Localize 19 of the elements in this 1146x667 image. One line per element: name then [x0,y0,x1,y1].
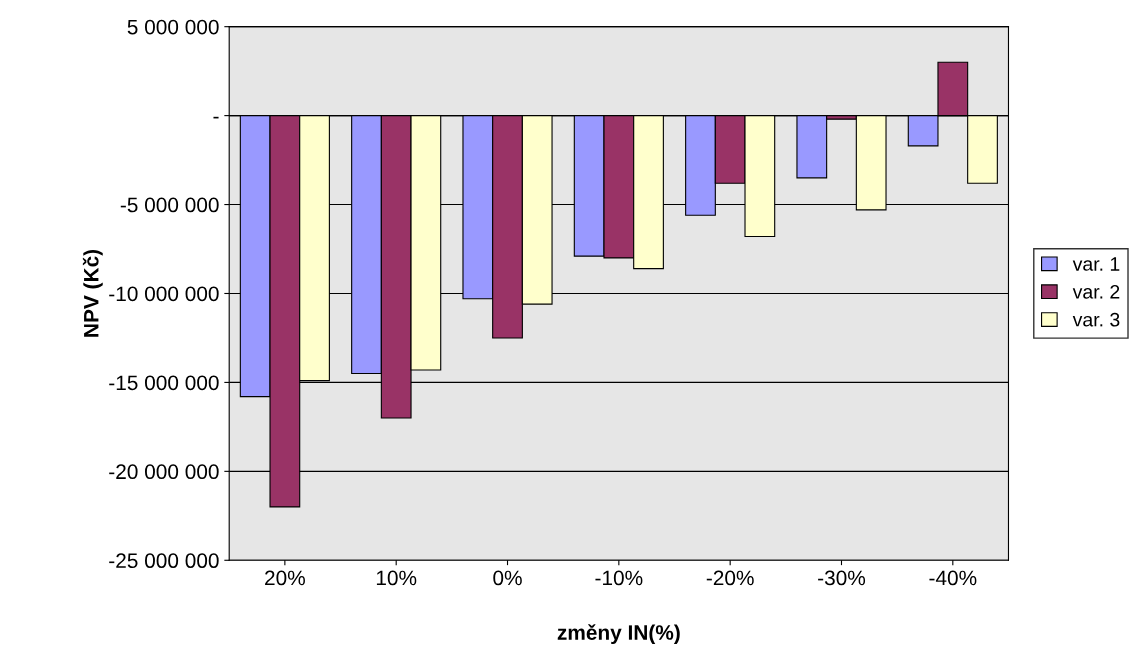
y-tick-label: -10 000 000 [109,286,219,302]
x-tick-label: 20% [265,570,305,586]
y-tick-label: -20 000 000 [109,464,219,480]
x-tick-label: -40% [929,570,977,586]
x-tick-label: -20% [706,570,754,586]
legend-label: var. 2 [1072,284,1120,299]
y-axis-title: NPV (Kč) [82,249,103,337]
x-tick-label: -30% [818,570,866,586]
legend-label: var. 1 [1072,257,1120,271]
x-tick-label: 0% [493,570,522,586]
x-tick-label: 10% [376,570,417,586]
y-tick-label: - [213,116,219,119]
y-tick-label: 5 000 000 [127,19,219,35]
y-tick-label: -25 000 000 [109,553,219,569]
x-axis-title: změny IN(%) [557,624,680,645]
x-tick-label: -10% [595,570,643,586]
y-tick-label: -15 000 000 [109,375,219,391]
y-tick-label: -5 000 000 [120,197,219,213]
legend-label: var. 3 [1072,312,1120,327]
